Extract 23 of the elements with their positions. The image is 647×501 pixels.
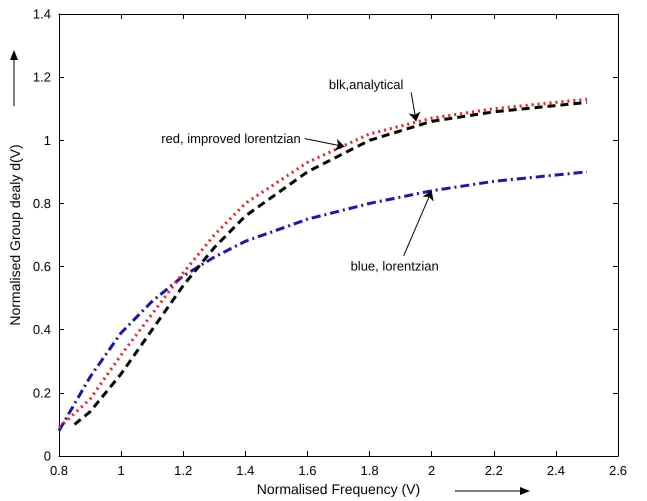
x-tick-label: 2.2 (484, 463, 503, 478)
x-tick-label: 1.6 (298, 463, 316, 478)
y-tick-label: 0.2 (32, 385, 51, 400)
annotation: blk,analytical (328, 76, 404, 92)
annotation: blue, lorentzian (350, 258, 439, 274)
y-tick-label: 1 (44, 132, 51, 148)
y-tick-label: 1.2 (32, 70, 51, 85)
y-tick-label: 1.4 (32, 6, 51, 22)
x-tick-label: 1.2 (174, 463, 192, 478)
x-tick-label: 2.6 (608, 463, 628, 478)
x-tick-label: 1 (117, 463, 125, 478)
x-tick-label: 2 (428, 463, 436, 478)
x-tick-label: 1.8 (360, 463, 379, 478)
y-tick-label: 0.6 (32, 259, 51, 274)
line-series (57, 170, 588, 432)
annotation: red, improved lorentzian (161, 131, 301, 146)
y-tick-label: 0 (44, 448, 51, 464)
y-axis-title: Normalised Group dealy d(V) (7, 144, 23, 326)
x-axis-title: Normalised Frequency (V) (256, 480, 420, 497)
y-tick-label: 0.8 (32, 196, 51, 211)
y-tick-label: 0.4 (32, 322, 51, 338)
x-tick-label: 1.4 (236, 463, 254, 478)
x-tick-label: 2.4 (546, 463, 565, 478)
